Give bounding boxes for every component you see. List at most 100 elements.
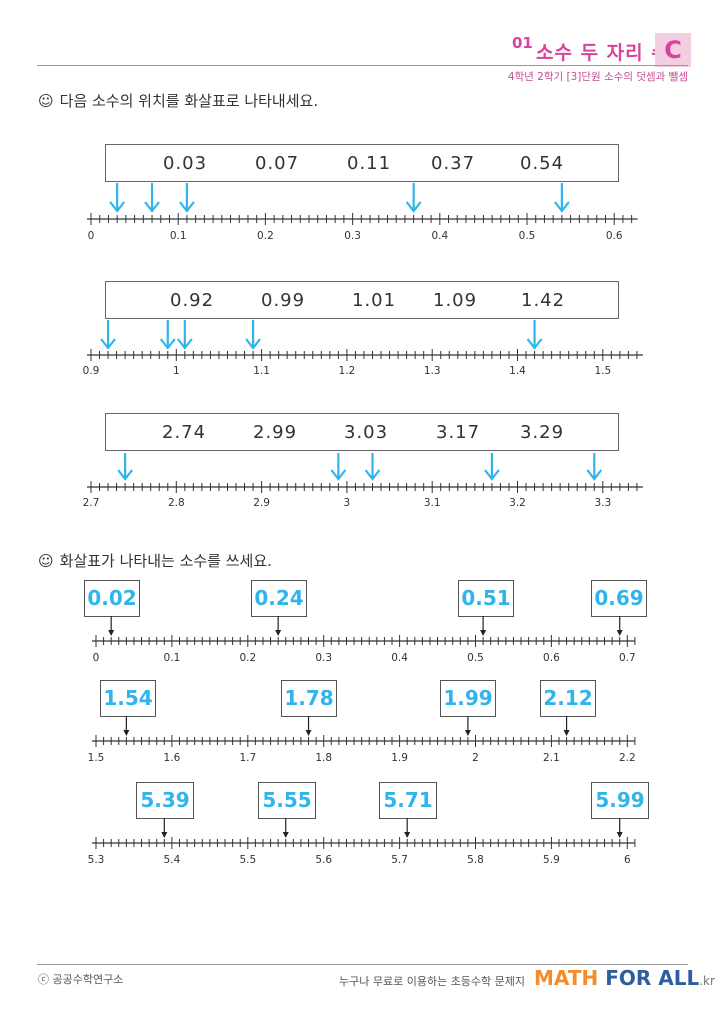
tick-label: 2.9 — [253, 497, 270, 509]
answer-box-1-4: 0.69 — [591, 580, 647, 617]
brand-math: MATH — [534, 966, 599, 990]
tick-label: 0.1 — [164, 652, 181, 664]
arrow-head — [484, 469, 500, 481]
arrow-head — [100, 338, 116, 350]
number-1-4: 0.37 — [431, 153, 476, 174]
arrow-head — [109, 201, 126, 213]
tick-label: 1.2 — [339, 365, 356, 377]
tick-label: 0.2 — [239, 652, 256, 664]
answer-box-3-1: 5.39 — [136, 782, 194, 819]
tick-label: 1.7 — [239, 752, 256, 764]
instruction-2: ☺ 화살표가 나타내는 소수를 쓰세요. — [38, 550, 272, 571]
number-3-5: 3.29 — [520, 422, 565, 443]
pointer-head — [161, 832, 168, 838]
pointer-head — [404, 832, 411, 838]
worksheet-subtitle: 4학년 2학기 [3]단원 소수의 덧셈과 뺄셈 — [507, 71, 688, 83]
tagline: 누구나 무료로 이용하는 초등수학 문제지 — [339, 975, 526, 988]
tick-label: 5.7 — [391, 854, 408, 866]
number-2-4: 1.09 — [433, 290, 478, 311]
tick-label: 1.3 — [424, 365, 441, 377]
number-box-3 — [105, 413, 619, 451]
number-3-3: 3.03 — [344, 422, 389, 443]
tick-label: 5.9 — [543, 854, 560, 866]
tick-label: 5.5 — [239, 854, 256, 866]
arrow-head — [330, 469, 347, 481]
arrow-head — [176, 338, 193, 350]
tick-label: 0.4 — [431, 230, 448, 242]
header-divider — [37, 65, 688, 66]
tick-label: 5.3 — [88, 854, 105, 866]
arrow-head — [144, 201, 160, 213]
pointer-head — [616, 832, 623, 838]
tick-label: 2.8 — [168, 497, 185, 509]
pointer-head — [464, 730, 471, 736]
instruction-2-text: 화살표가 나타내는 소수를 쓰세요. — [59, 552, 272, 570]
number-1-3: 0.11 — [347, 153, 392, 174]
number-3-4: 3.17 — [436, 422, 481, 443]
tick-label: 2 — [472, 752, 479, 764]
tick-label: 1.5 — [594, 365, 611, 377]
answer-box-3-4: 5.99 — [591, 782, 649, 819]
arrow-head — [179, 201, 195, 213]
tick-label: 1.1 — [253, 365, 270, 377]
answer-box-2-3: 1.99 — [440, 680, 496, 717]
arrow-head — [245, 338, 261, 350]
arrow-head — [117, 469, 133, 481]
tick-label: 2.1 — [543, 752, 560, 764]
number-1-1: 0.03 — [163, 153, 208, 174]
pointer-head — [563, 730, 570, 736]
answer-box-3-2: 5.55 — [258, 782, 316, 819]
arrow-head — [526, 338, 543, 350]
tick-label: 1.9 — [391, 752, 408, 764]
tick-label: 0.9 — [83, 365, 100, 377]
tick-label: 2.7 — [83, 497, 100, 509]
copyright: ⓒ 공공수학연구소 — [38, 973, 124, 986]
brand-forall: FOR ALL — [605, 966, 700, 990]
tick-label: 0.6 — [606, 230, 623, 242]
answer-box-2-2: 1.78 — [281, 680, 337, 717]
number-1-2: 0.07 — [255, 153, 300, 174]
tick-label: 5.8 — [467, 854, 484, 866]
tick-label: 0.2 — [257, 230, 274, 242]
pointer-head — [123, 730, 130, 736]
instruction-1-text: 다음 소수의 위치를 화살표로 나타내세요. — [59, 92, 319, 110]
pointer-head — [480, 630, 487, 636]
tick-label: 3 — [344, 497, 351, 509]
pointer-head — [305, 730, 312, 736]
tick-label: 0.5 — [467, 652, 484, 664]
brand-kr: .kr — [699, 974, 715, 988]
number-2-5: 1.42 — [521, 290, 566, 311]
number-2-3: 1.01 — [352, 290, 397, 311]
tick-label: 1.4 — [509, 365, 526, 377]
tick-label: 0.1 — [170, 230, 187, 242]
arrow-head — [364, 469, 381, 481]
tick-label: 1.6 — [164, 752, 181, 764]
footer-divider — [37, 964, 688, 965]
tick-label: 0.7 — [619, 652, 636, 664]
tick-label: 1.8 — [315, 752, 332, 764]
tick-label: 3.3 — [594, 497, 611, 509]
answer-box-1-1: 0.02 — [84, 580, 140, 617]
tick-label: 3.1 — [424, 497, 441, 509]
pointer-head — [108, 630, 115, 636]
number-2-1: 0.92 — [170, 290, 215, 311]
tick-label: 0.4 — [391, 652, 408, 664]
tick-label: 5.4 — [164, 854, 181, 866]
tick-label: 0.6 — [543, 652, 560, 664]
tick-label: 3.2 — [509, 497, 526, 509]
number-box-1 — [105, 144, 619, 182]
tick-label: 6 — [624, 854, 631, 866]
answer-box-1-2: 0.24 — [251, 580, 307, 617]
tick-label: 2.2 — [619, 752, 636, 764]
brand-logo: MATH FOR ALL.kr — [534, 966, 715, 990]
tick-label: 0.3 — [344, 230, 361, 242]
number-3-2: 2.99 — [253, 422, 298, 443]
number-3-1: 2.74 — [162, 422, 207, 443]
number-2-2: 0.99 — [261, 290, 306, 311]
arrow-head — [405, 201, 422, 213]
arrow-head — [586, 469, 603, 481]
worksheet-number: 01 — [512, 34, 533, 52]
smiley-icon: ☺ — [38, 92, 54, 110]
tick-label: 5.6 — [315, 854, 332, 866]
